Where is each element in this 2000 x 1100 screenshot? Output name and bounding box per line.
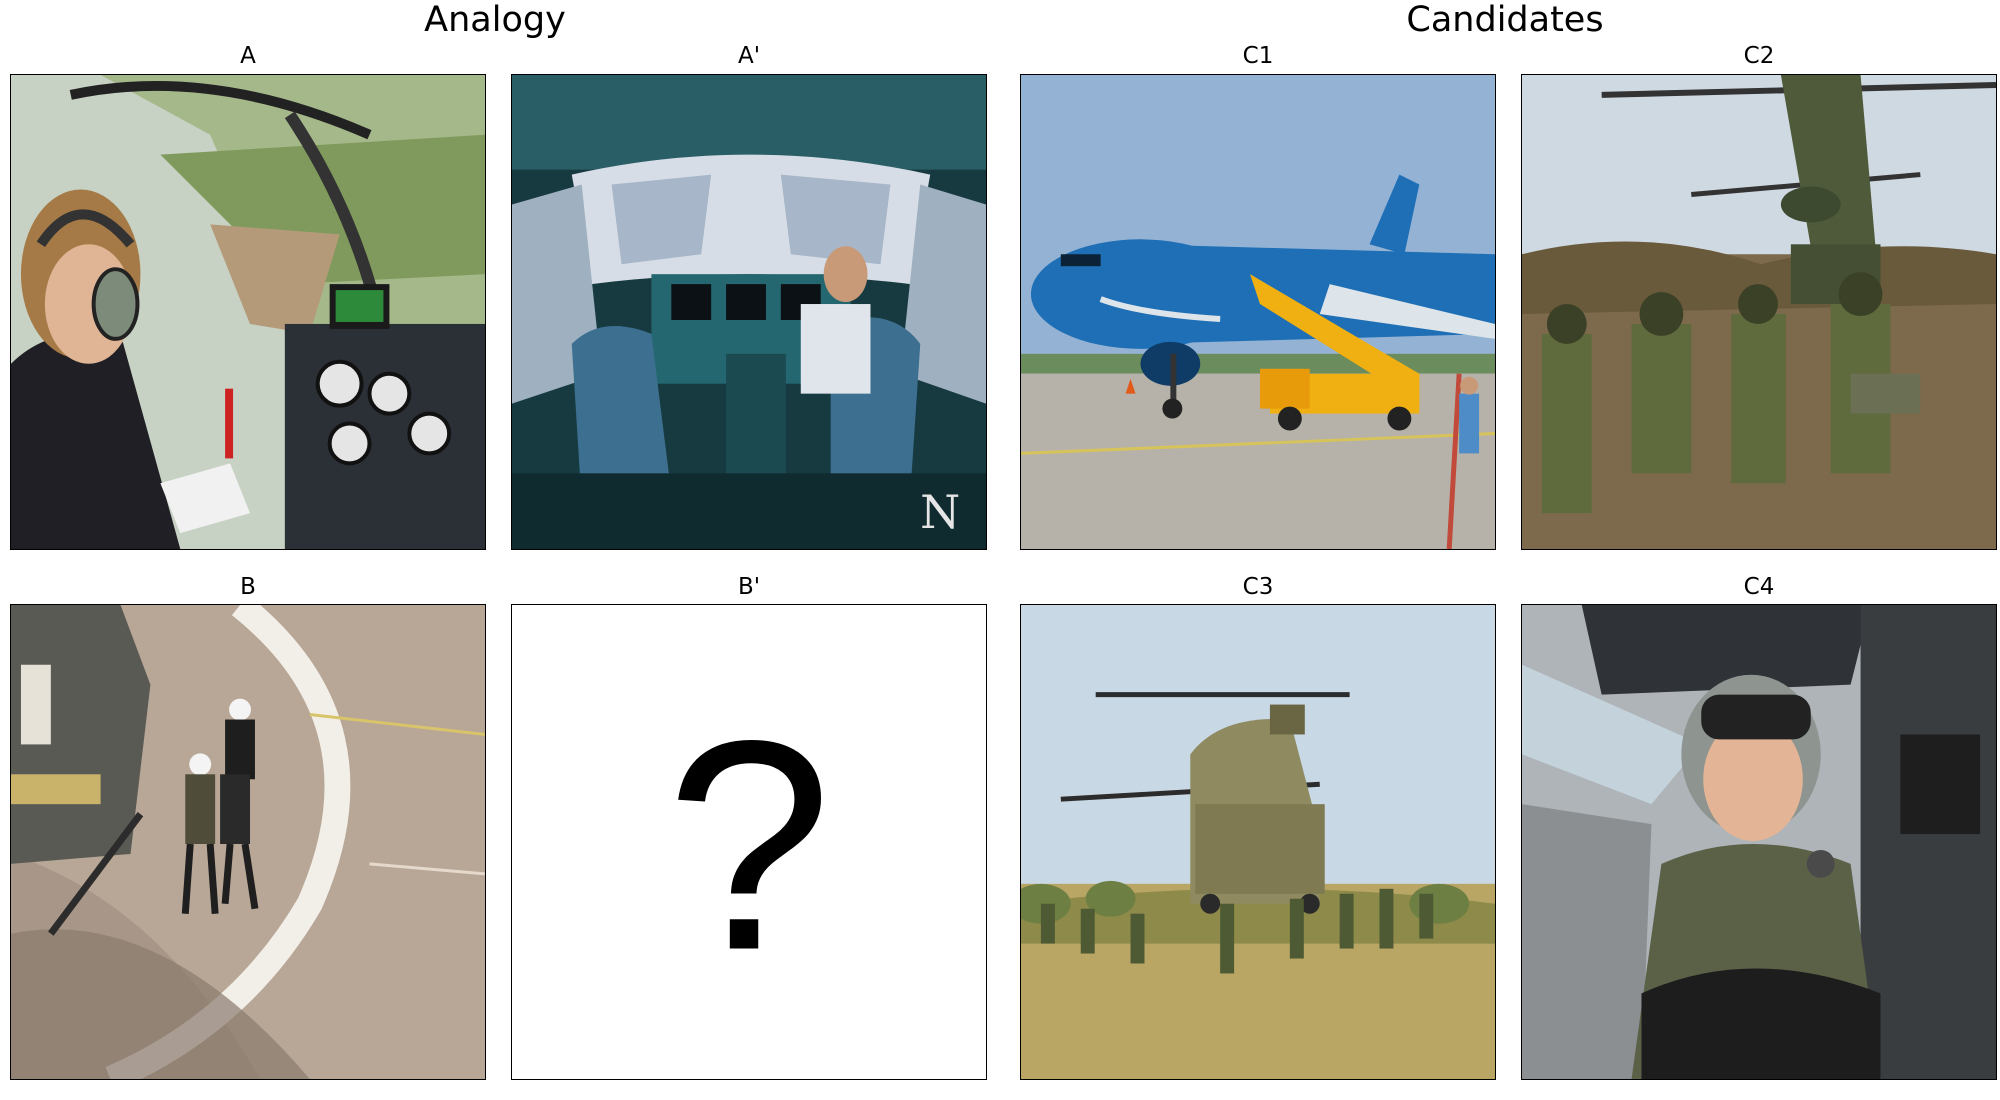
panel-c3-image xyxy=(1020,604,1496,1080)
helipad-photo xyxy=(11,605,485,1079)
helicopter-cockpit-photo xyxy=(11,75,485,549)
question-mark-icon: ? xyxy=(666,680,832,1013)
label-b: B xyxy=(240,574,256,600)
question-mark-glyph: ? xyxy=(666,680,832,1013)
panel-a-prime-image: N xyxy=(511,74,987,550)
candidates-title: Candidates xyxy=(1406,0,1604,40)
airliner-cockpit-photo: N xyxy=(512,75,986,549)
fighter-pilot-photo xyxy=(1522,605,1996,1079)
panel-b-prime-placeholder: ? xyxy=(511,604,987,1080)
panel-c1-image xyxy=(1020,74,1496,550)
helicopter-field-photo xyxy=(1021,605,1495,1079)
label-a-prime: A' xyxy=(737,43,761,69)
label-c3: C3 xyxy=(1242,574,1274,600)
analogy-title: Analogy xyxy=(424,0,566,40)
panel-a-image xyxy=(10,74,486,550)
panel-b-image xyxy=(10,604,486,1080)
label-c1: C1 xyxy=(1242,43,1274,69)
label-a: A xyxy=(240,43,256,69)
panel-c4-image xyxy=(1521,604,1997,1080)
label-b-prime: B' xyxy=(737,574,761,600)
panel-c2-image xyxy=(1521,74,1997,550)
label-c4: C4 xyxy=(1743,574,1775,600)
passenger-jet-photo xyxy=(1021,75,1495,549)
soldiers-helicopter-photo xyxy=(1522,75,1996,549)
svg-text:N: N xyxy=(920,485,960,539)
label-c2: C2 xyxy=(1743,43,1775,69)
